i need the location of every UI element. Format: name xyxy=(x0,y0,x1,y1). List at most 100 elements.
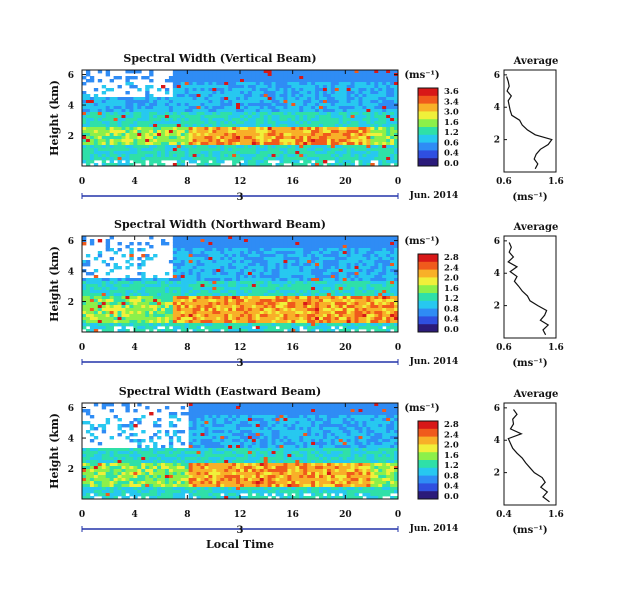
heatmap-cell xyxy=(208,293,213,297)
heatmap-cell xyxy=(299,242,304,246)
heatmap-cell xyxy=(386,85,391,89)
heatmap-cell xyxy=(394,266,399,270)
heatmap-cell xyxy=(263,85,269,89)
heatmap-cell xyxy=(299,406,304,410)
heatmap-cell xyxy=(208,299,213,303)
heatmap-cell xyxy=(263,248,269,252)
heatmap-cell xyxy=(307,109,312,113)
heatmap-cell xyxy=(358,85,363,89)
heatmap-cell xyxy=(192,257,197,261)
heatmap-cell xyxy=(378,154,383,158)
heatmap-cell xyxy=(137,248,142,252)
heatmap-cell xyxy=(283,88,288,92)
heatmap-cell xyxy=(374,103,379,107)
heatmap-cell xyxy=(176,290,182,294)
heatmap-cell xyxy=(149,323,154,327)
heatmap-cell xyxy=(251,406,257,410)
heatmap-cell xyxy=(200,109,205,113)
heatmap-cell xyxy=(180,148,186,152)
heatmap-cell xyxy=(145,118,150,122)
heatmap-cell xyxy=(342,130,348,134)
heatmap-cell xyxy=(287,314,292,318)
heatmap-cell xyxy=(208,85,213,89)
heatmap-cell xyxy=(338,100,344,104)
heatmap-cell xyxy=(390,305,395,309)
heatmap-cell xyxy=(224,106,229,110)
heatmap-cell xyxy=(271,133,276,137)
heatmap-cell xyxy=(346,118,351,122)
heatmap-cell xyxy=(200,409,205,413)
heatmap-cell xyxy=(196,287,201,291)
heatmap-cell xyxy=(149,121,154,125)
heatmap-cell xyxy=(149,287,154,291)
heatmap-cell xyxy=(315,112,320,116)
heatmap-cell xyxy=(243,406,249,410)
heatmap-cell xyxy=(378,91,383,95)
heatmap-cell xyxy=(236,73,241,77)
heatmap-cell xyxy=(216,100,221,104)
heatmap-cell xyxy=(307,266,312,270)
heatmap-cell xyxy=(216,308,221,312)
heatmap-cell xyxy=(334,118,340,122)
heatmap-cell xyxy=(263,320,269,324)
heatmap-cell xyxy=(251,88,257,92)
heatmap-cell xyxy=(204,76,209,80)
heatmap-cell xyxy=(390,85,395,89)
heatmap-cell xyxy=(113,302,118,306)
heatmap-cell xyxy=(224,112,229,116)
heatmap-cell xyxy=(212,302,217,306)
heatmap-cell xyxy=(109,103,114,107)
heatmap-cell xyxy=(271,82,276,86)
heatmap-cell xyxy=(291,124,296,128)
heatmap-cell xyxy=(386,251,391,255)
heatmap-cell xyxy=(354,272,359,276)
heatmap-cell xyxy=(172,73,178,77)
heatmap-cell xyxy=(319,76,324,80)
heatmap-cell xyxy=(168,100,174,104)
heatmap-cell xyxy=(188,103,193,107)
heatmap-cell xyxy=(176,245,182,249)
heatmap-cell xyxy=(247,91,253,95)
heatmap-cell xyxy=(394,94,399,98)
colorbar-step xyxy=(418,145,438,149)
heatmap-cell xyxy=(362,142,367,146)
heatmap-cell xyxy=(176,302,182,306)
heatmap-cell xyxy=(141,76,146,80)
heatmap-cell xyxy=(204,296,209,300)
heatmap-cell xyxy=(342,305,348,309)
heatmap-cell xyxy=(153,106,158,110)
heatmap-cell xyxy=(133,133,138,137)
heatmap-cell xyxy=(224,284,229,288)
heatmap-cell xyxy=(184,100,190,104)
heatmap-cell xyxy=(319,272,324,276)
heatmap-cell xyxy=(303,157,308,161)
heatmap-cell xyxy=(271,103,276,107)
heatmap-cell xyxy=(342,284,348,288)
heatmap-cell xyxy=(295,409,300,413)
heatmap-cell xyxy=(188,160,193,164)
heatmap-cell xyxy=(350,326,355,330)
heatmap-cell xyxy=(382,73,387,77)
heatmap-cell xyxy=(283,272,288,276)
heatmap-cell xyxy=(188,284,193,288)
heatmap-cell xyxy=(200,248,205,252)
heatmap-cell xyxy=(334,76,340,80)
heatmap-cell xyxy=(204,160,209,164)
heatmap-cell xyxy=(255,287,261,291)
y-tick-label: 6 xyxy=(68,237,74,247)
heatmap-cell xyxy=(374,317,379,321)
heatmap-cell xyxy=(145,139,150,143)
heatmap-cell xyxy=(378,97,383,101)
heatmap-cell xyxy=(299,106,304,110)
heatmap-cell xyxy=(291,151,296,155)
heatmap-cell xyxy=(212,136,217,140)
heatmap-cell xyxy=(192,254,197,258)
heatmap-cell xyxy=(232,130,237,134)
x-tick-label: 0 xyxy=(395,343,401,353)
heatmap-cell xyxy=(263,136,269,140)
heatmap-cell xyxy=(378,320,383,324)
heatmap-cell xyxy=(200,236,205,240)
heatmap-cell xyxy=(125,136,130,140)
heatmap-cell xyxy=(157,287,162,291)
heatmap-cell xyxy=(358,148,363,152)
